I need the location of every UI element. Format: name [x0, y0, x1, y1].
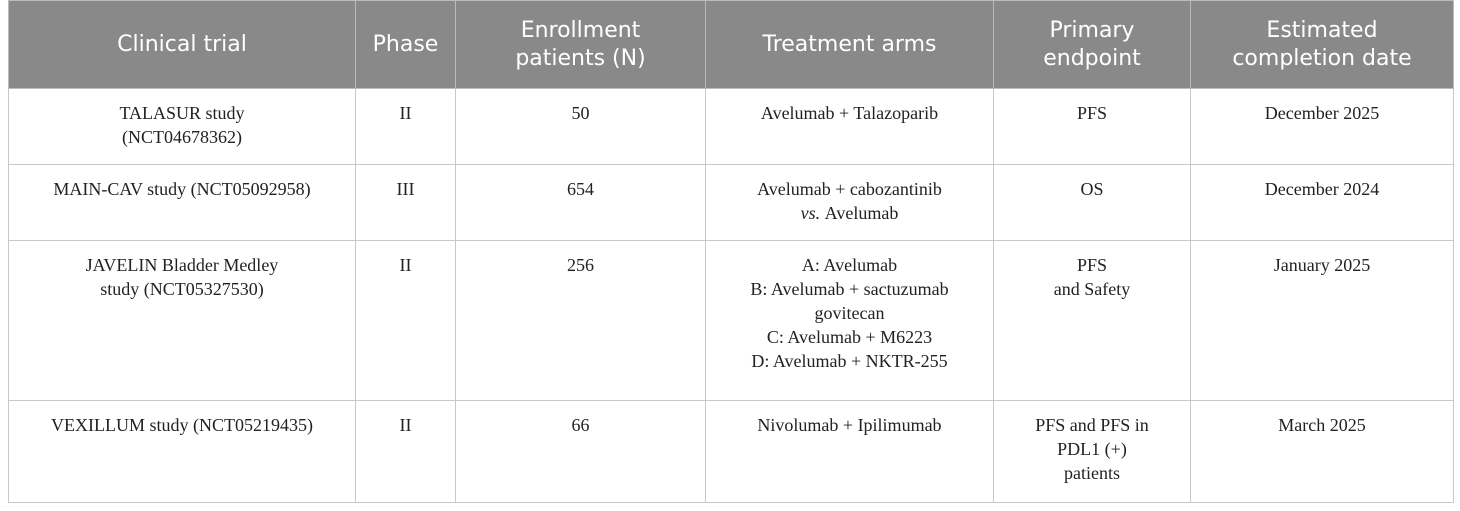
- cell-line: January 2025: [1273, 255, 1371, 275]
- column-header: Primary endpoint: [993, 0, 1191, 89]
- cell-line: December 2024: [1264, 179, 1380, 199]
- column-header: Enrollment patients (N): [455, 0, 706, 89]
- table-cell: Avelumab + Talazoparib: [705, 88, 994, 165]
- table: Clinical trial Phase Enrollment patients (N…: [8, 0, 1454, 503]
- cell-line: 66: [571, 415, 590, 435]
- table-cell: January 2025: [1190, 240, 1454, 401]
- table-cell: II: [355, 400, 456, 503]
- cell-line: Clinical trial: [117, 31, 247, 57]
- cell-line: March 2025: [1278, 415, 1366, 435]
- cell-line: 256: [567, 255, 594, 275]
- table-cell: December 2024: [1190, 164, 1454, 241]
- table-cell: 50: [455, 88, 706, 165]
- cell-line: Primary: [1049, 17, 1135, 43]
- cell-line: Avelumab + Talazoparib: [760, 103, 939, 123]
- table-cell: VEXILLUM study (NCT05219435): [8, 400, 356, 503]
- table-row: VEXILLUM study (NCT05219435) II 66 Nivoluma…: [8, 400, 1454, 503]
- cell-line: MAIN-CAV study (NCT05092958): [53, 179, 311, 199]
- cell-line: PFS: [1076, 103, 1108, 123]
- table-cell: 256: [455, 240, 706, 401]
- cell-line: II: [399, 415, 412, 435]
- cell-line: vs. Avelumab: [712, 201, 987, 225]
- table-cell: A: Avelumab B: Avelumab + sactuzumab govit…: [705, 240, 994, 401]
- column-header: Estimated completion date: [1190, 0, 1454, 89]
- column-header: Clinical trial: [8, 0, 356, 89]
- table-row: TALASUR study (NCT04678362) II 50 Avelumab +…: [8, 88, 1454, 165]
- cell-line: 654: [567, 179, 594, 199]
- cell-line: TALASUR study: [119, 103, 245, 123]
- text: Avelumab: [824, 203, 899, 223]
- cell-line: 50: [571, 103, 590, 123]
- cell-line: Nivolumab + Ipilimumab: [757, 415, 942, 435]
- cell-line: OS: [1080, 179, 1104, 199]
- cell-line: B: Avelumab + sactuzumab: [750, 279, 949, 299]
- cell-line: Estimated: [1266, 17, 1378, 43]
- column-header: Treatment arms: [705, 0, 994, 89]
- cell-line: VEXILLUM study (NCT05219435): [51, 415, 313, 435]
- cell-line: A: Avelumab: [801, 255, 898, 275]
- cell-line: study (NCT05327530): [100, 279, 264, 299]
- table-cell: December 2025: [1190, 88, 1454, 165]
- table-cell: March 2025: [1190, 400, 1454, 503]
- cell-line: JAVELIN Bladder Medley: [85, 255, 279, 275]
- table-cell: III: [355, 164, 456, 241]
- table-cell: II: [355, 88, 456, 165]
- cell-line: III: [396, 179, 415, 199]
- table-cell: JAVELIN Bladder Medley study (NCT05327530…: [8, 240, 356, 401]
- table-row: MAIN-CAV study (NCT05092958) III 654 Avelum…: [8, 164, 1454, 241]
- table-cell: Avelumab + cabozantinib vs. Avelumab: [705, 164, 994, 241]
- table-header: Clinical trial Phase Enrollment patients (N…: [8, 0, 1454, 89]
- table-cell: TALASUR study (NCT04678362): [8, 88, 356, 165]
- table-cell: 654: [455, 164, 706, 241]
- table-row: JAVELIN Bladder Medley study (NCT05327530…: [8, 240, 1454, 401]
- italic-text: vs.: [800, 203, 821, 223]
- cell-line: II: [399, 103, 412, 123]
- table-cell: PFS: [993, 88, 1191, 165]
- cell-line: PFS: [1076, 255, 1108, 275]
- cell-line: C: Avelumab + M6223: [766, 327, 933, 347]
- table-cell: Nivolumab + Ipilimumab: [705, 400, 994, 503]
- cell-line: Phase: [372, 31, 439, 57]
- cell-line: December 2025: [1264, 103, 1380, 123]
- table-cell: PFS and PFS in PDL1 (+) patients: [993, 400, 1191, 503]
- table-body: TALASUR study (NCT04678362) II 50 Avelumab +…: [8, 88, 1454, 503]
- cell-line: endpoint: [1043, 45, 1141, 71]
- column-header: Phase: [355, 0, 456, 89]
- table-cell: 66: [455, 400, 706, 503]
- cell-line: Enrollment: [520, 17, 641, 43]
- table-cell: OS: [993, 164, 1191, 241]
- cell-line: II: [399, 255, 412, 275]
- cell-line: patients (N): [515, 45, 646, 71]
- cell-line: govitecan: [814, 303, 885, 323]
- cell-line: PDL1 (+): [1057, 439, 1127, 459]
- cell-line: (NCT04678362): [122, 127, 242, 147]
- header-row: Clinical trial Phase Enrollment patients (N…: [8, 0, 1454, 89]
- cell-line: and Safety: [1053, 279, 1131, 299]
- table-cell: PFS and Safety: [993, 240, 1191, 401]
- cell-line: Treatment arms: [762, 31, 937, 57]
- cell-line: completion date: [1232, 45, 1412, 71]
- cell-line: PFS and PFS in: [1035, 415, 1149, 435]
- table-cell: II: [355, 240, 456, 401]
- cell-line: patients: [1064, 463, 1120, 483]
- cell-line: D: Avelumab + NKTR-255: [751, 351, 948, 371]
- cell-line: Avelumab + cabozantinib: [757, 179, 942, 199]
- table-cell: MAIN-CAV study (NCT05092958): [8, 164, 356, 241]
